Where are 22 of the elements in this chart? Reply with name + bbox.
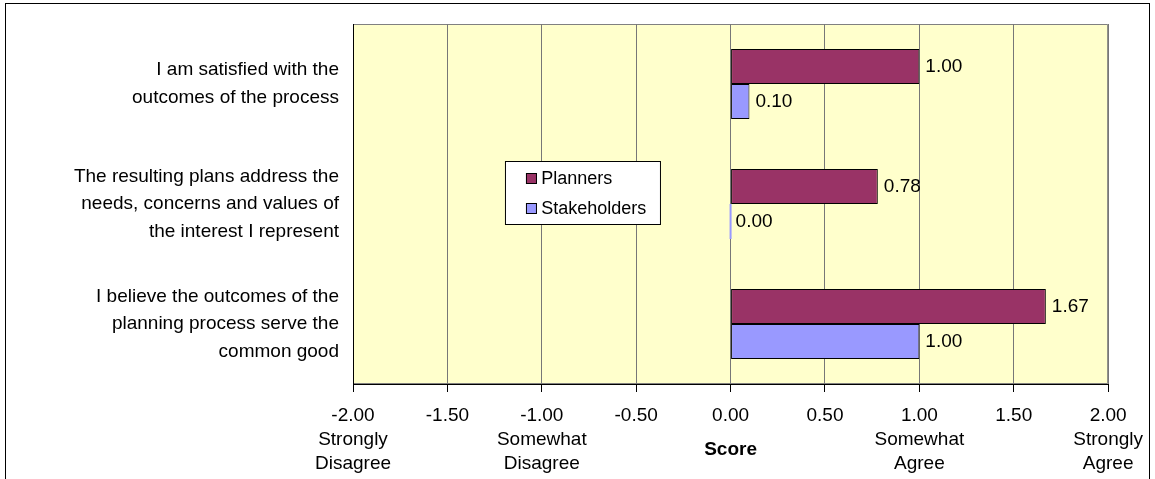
x-tick-label: 1.50 (995, 404, 1033, 426)
x-tick-label: 0.50 (806, 404, 844, 426)
x-tick-label: -1.50 (425, 404, 470, 426)
data-label: 0.00 (735, 209, 773, 231)
y-tick-label: I am satisfied with the outcomes of the process (132, 58, 339, 108)
bar (729, 204, 732, 239)
x-axis-title: Score (704, 437, 757, 459)
legend-label: Planners (541, 167, 613, 189)
data-label: 1.67 (1051, 294, 1089, 316)
x-tick-label: 1.00 Somewhat Agree (874, 404, 965, 473)
x-tick-label: -2.00 Strongly Disagree (314, 404, 392, 473)
y-tick-label: I believe the outcomes of the planning process serve the common good (96, 284, 339, 361)
data-label: 1.00 (925, 329, 963, 351)
x-tick-label: 0.00 (712, 404, 750, 426)
x-tick-label: -0.50 (614, 404, 658, 426)
y-tick-label: The resulting plans address the needs, concerns and values of the interest I represent (73, 164, 340, 241)
data-label: 1.00 (925, 54, 963, 76)
legend-label: Stakeholders (541, 197, 647, 219)
data-label: 0.10 (755, 89, 793, 111)
data-label: 0.78 (883, 174, 921, 196)
x-tick-label: 2.00 Strongly Agree (1073, 404, 1144, 473)
x-tick-label: -1.00 Somewhat Disagree (496, 404, 588, 473)
